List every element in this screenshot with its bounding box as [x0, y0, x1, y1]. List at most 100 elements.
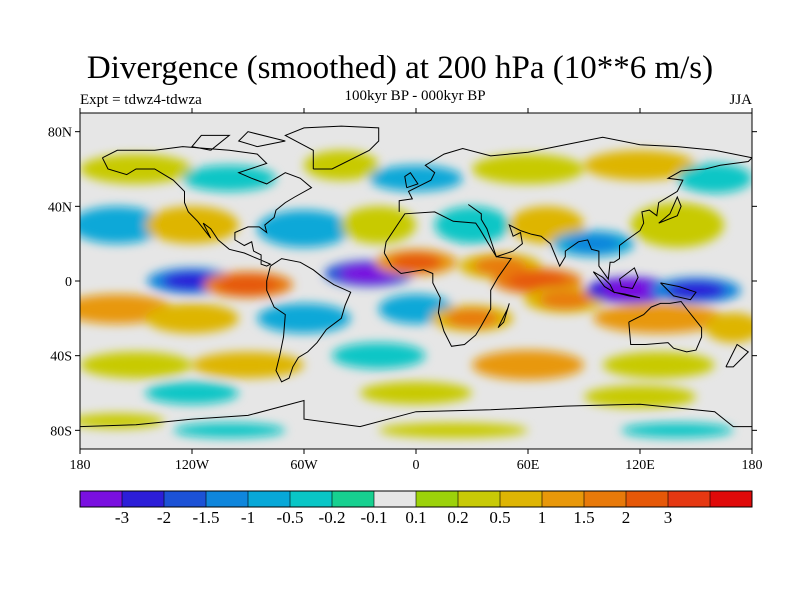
- colorbar-label: 2: [622, 508, 631, 527]
- map-field: [80, 113, 752, 449]
- coastline: [468, 157, 752, 281]
- field-patch: [705, 312, 752, 343]
- field-patch: [145, 206, 239, 244]
- colorbar: -3 -2 -1.5 -1 -0.5 -0.2 -0.1 0.1 0.2 0.5 1 1.5 2 3: [79, 490, 753, 527]
- field-patch: [369, 165, 463, 192]
- coastline: [398, 136, 752, 212]
- coastline: [80, 399, 752, 428]
- colorbar-swatch: [332, 491, 374, 507]
- coastlines: [80, 125, 752, 428]
- colorbar-label: -0.2: [319, 508, 346, 527]
- coastline: [619, 267, 639, 290]
- field-patch: [584, 385, 696, 408]
- coastline: [628, 300, 703, 353]
- colorbar-swatch: [458, 491, 500, 507]
- coastline: [658, 195, 682, 224]
- field-patch: [602, 351, 715, 379]
- field-patch: [593, 303, 725, 334]
- experiment-label: Expt = tdwz4-tdwza: [80, 92, 202, 108]
- coastline: [497, 303, 510, 329]
- colorbar-swatch: [248, 491, 290, 507]
- field-patch: [332, 342, 426, 369]
- colorbar-swatch: [416, 491, 458, 507]
- colorbar-swatch: [626, 491, 668, 507]
- field-patch: [677, 163, 752, 194]
- field-patch: [257, 210, 351, 248]
- colorbar-swatch: [290, 491, 332, 507]
- x-tick-label: 120E: [625, 458, 655, 473]
- field-patch: [257, 303, 351, 334]
- y-tick-label: 80N: [48, 126, 72, 141]
- colorbar-swatch: [500, 491, 542, 507]
- y-tick-label: 40N: [48, 200, 72, 215]
- field-feature: [666, 281, 726, 300]
- field-feature: [600, 281, 661, 300]
- colorbar-swatch: [164, 491, 206, 507]
- y-tick-label: 0: [65, 275, 72, 290]
- field-patch: [145, 303, 239, 334]
- y-tick-label: 40S: [50, 350, 72, 365]
- coastline: [725, 343, 750, 368]
- field-feature: [539, 290, 592, 309]
- x-tick-label: 120W: [175, 458, 210, 473]
- colorbar-swatch: [206, 491, 248, 507]
- coastline: [284, 125, 380, 170]
- x-tick-label: 60W: [290, 458, 318, 473]
- field-patch: [192, 351, 304, 379]
- field-patch: [378, 422, 528, 438]
- colorbar-swatch: [80, 491, 122, 507]
- coastline: [383, 211, 513, 347]
- colorbar-label: -0.1: [361, 508, 388, 527]
- field-feature: [389, 253, 443, 272]
- field-patch: [80, 351, 192, 379]
- colorbar-swatch: [374, 491, 416, 507]
- colorbar-label: -0.5: [277, 508, 304, 527]
- field-patch: [472, 350, 584, 380]
- coastline: [237, 131, 286, 148]
- map-title: Divergence (smoothed) at 200 hPa (10**6 …: [86, 50, 714, 86]
- x-tick-label: 180: [70, 458, 91, 473]
- y-tick-label: 80S: [50, 424, 72, 439]
- field-feature: [445, 309, 499, 328]
- field-patch: [434, 206, 510, 244]
- coastline: [613, 291, 641, 299]
- colorbar-swatch: [122, 491, 164, 507]
- field-patch: [630, 202, 724, 248]
- field-feature: [567, 234, 620, 254]
- axis-ticks: 80N 40N 0 40S 80S 180 120W 60W 0 60E 120E 180: [48, 108, 763, 473]
- field-patch: [145, 381, 239, 405]
- x-tick-label: 180: [742, 458, 763, 473]
- season-label: JJA: [729, 92, 752, 108]
- field-patch: [304, 150, 379, 181]
- colorbar-label: 1.5: [573, 508, 594, 527]
- field-patch: [584, 150, 696, 181]
- colorbar-label: -1.5: [193, 508, 220, 527]
- period-label: 100kyr BP - 000kyr BP: [344, 88, 486, 104]
- field-feature: [507, 271, 568, 291]
- colorbar-label: 1: [538, 508, 547, 527]
- field-patch: [173, 422, 286, 438]
- field-patch: [80, 413, 164, 429]
- coastline: [660, 282, 697, 301]
- field-feature: [218, 275, 278, 295]
- colorbar-label: 0.1: [405, 508, 426, 527]
- colorbar-label: 0.5: [489, 508, 510, 527]
- field-patch: [472, 154, 584, 184]
- field-patch: [360, 381, 472, 405]
- colorbar-label: -1: [241, 508, 255, 527]
- colorbar-swatch: [584, 491, 626, 507]
- colorbar-swatch: [710, 491, 752, 507]
- colorbar-label: -3: [115, 508, 129, 527]
- colorbar-label: 3: [664, 508, 673, 527]
- coastline: [266, 258, 352, 383]
- coastline: [404, 172, 419, 189]
- colorbar-swatch: [542, 491, 584, 507]
- field-patch: [182, 165, 276, 192]
- colorbar-swatch: [668, 491, 710, 507]
- coastline: [101, 146, 313, 267]
- field-patch: [80, 206, 164, 244]
- x-tick-label: 0: [413, 458, 420, 473]
- x-tick-label: 60E: [517, 458, 540, 473]
- coastline: [191, 134, 231, 151]
